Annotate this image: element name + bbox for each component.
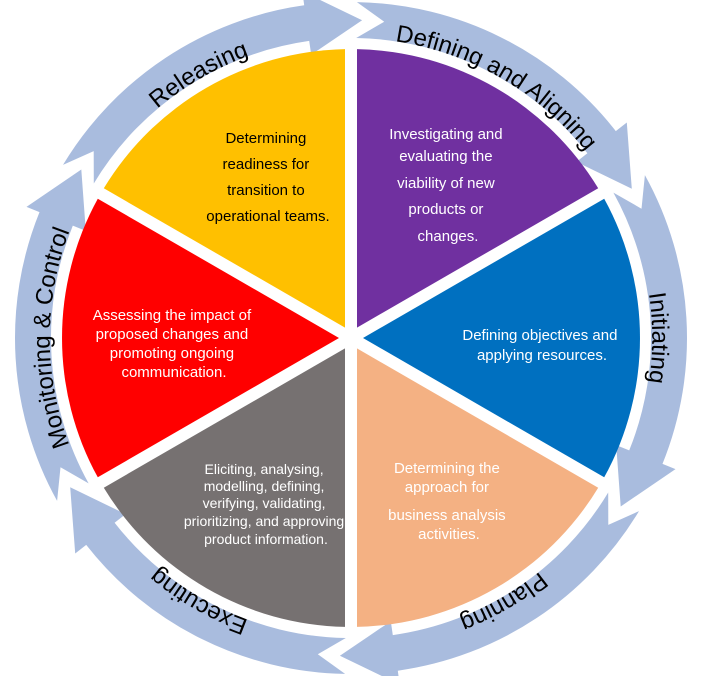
segment-defining xyxy=(357,49,599,328)
description-initiating: Defining objectives and applying resourc… xyxy=(462,327,621,364)
segment-planning xyxy=(357,348,599,627)
description-line: applying resources. xyxy=(477,347,607,364)
description-line: changes. xyxy=(418,228,479,245)
description-line: viability of new xyxy=(397,175,495,192)
description-line: business analysis xyxy=(388,507,506,524)
description-planning: Determining the approach for business an… xyxy=(388,460,510,543)
segments xyxy=(62,49,640,627)
description-line: products or xyxy=(408,201,483,218)
description-monitoring: Assessing the impact of proposed changes… xyxy=(93,307,256,381)
description-line: verifying, validating, xyxy=(203,495,326,511)
description-defining: Investigating and evaluating the viabili… xyxy=(389,126,507,245)
segment-executing xyxy=(103,348,345,627)
description-executing: Eliciting, analysing, modelling, definin… xyxy=(184,461,348,547)
description-line: Determining the xyxy=(394,460,500,477)
description-line: activities. xyxy=(418,526,480,543)
description-line: prioritizing, and approving xyxy=(184,513,344,529)
segment-releasing xyxy=(103,49,345,328)
arrow-initiating xyxy=(613,175,688,507)
description-line: Defining objectives and xyxy=(462,327,617,344)
phase-label-initiating: Initiating xyxy=(643,291,673,386)
description-line: promoting ongoing xyxy=(110,345,234,362)
description-line: Eliciting, analysing, xyxy=(205,461,324,477)
segment-monitoring xyxy=(62,198,339,478)
segment-initiating xyxy=(363,198,640,478)
description-line: product information. xyxy=(204,531,328,547)
arrow-planning xyxy=(339,492,639,676)
cycle-arrows xyxy=(14,0,688,676)
arrow-releasing xyxy=(63,0,363,184)
arrow-defining xyxy=(356,2,632,189)
description-line: proposed changes and xyxy=(96,326,249,343)
description-line: Assessing the impact of xyxy=(93,307,252,324)
description-line: evaluating the xyxy=(399,148,492,165)
description-line: communication. xyxy=(121,364,226,381)
description-releasing: Determining readiness for transition to … xyxy=(206,130,329,225)
description-line: modelling, defining, xyxy=(204,478,325,494)
description-line: readiness for xyxy=(223,156,310,173)
description-line: operational teams. xyxy=(206,208,329,225)
arrow-monitoring xyxy=(14,169,89,501)
description-line: Determining xyxy=(225,130,306,147)
description-line: approach for xyxy=(405,479,489,496)
description-line: transition to xyxy=(227,182,305,199)
arrow-executing xyxy=(70,487,346,674)
description-line: Investigating and xyxy=(389,126,502,143)
